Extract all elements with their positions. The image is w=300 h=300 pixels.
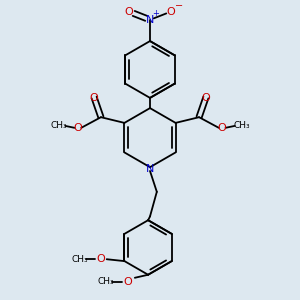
Text: O: O: [123, 277, 132, 286]
Text: CH₃: CH₃: [98, 277, 114, 286]
Text: O: O: [125, 7, 134, 17]
Text: O: O: [218, 123, 226, 133]
Text: −: −: [175, 1, 183, 11]
Text: +: +: [152, 9, 159, 18]
Text: O: O: [97, 254, 105, 264]
Text: N: N: [146, 164, 154, 174]
Text: O: O: [74, 123, 82, 133]
Text: O: O: [202, 92, 210, 103]
Text: O: O: [167, 7, 175, 17]
Text: CH₃: CH₃: [50, 122, 67, 130]
Text: N: N: [146, 15, 154, 25]
Text: O: O: [90, 92, 98, 103]
Text: CH₃: CH₃: [233, 122, 250, 130]
Text: CH₃: CH₃: [71, 255, 88, 264]
